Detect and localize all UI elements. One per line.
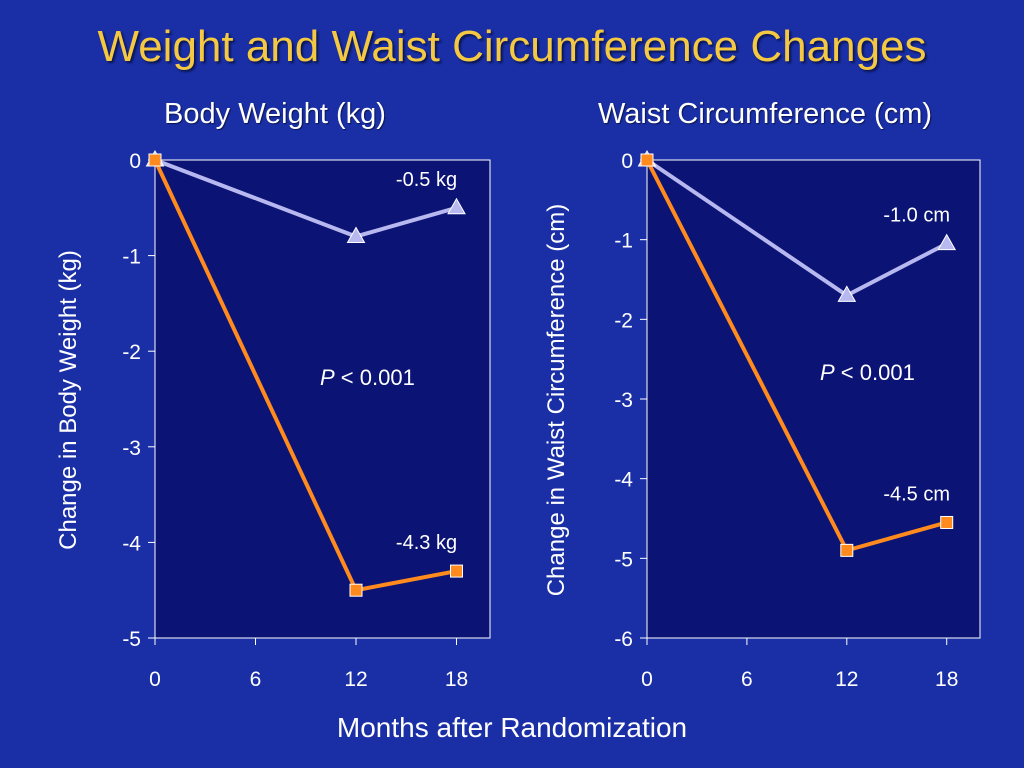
x-tick-label: 0 (149, 668, 161, 691)
data-point-square (940, 515, 954, 529)
y-tick-label: -6 (614, 628, 633, 651)
y-tick-label: -2 (122, 341, 141, 364)
p-value-label: P < 0.001 (820, 360, 915, 385)
y-tick-label: -3 (614, 389, 633, 412)
y-tick-label: 0 (621, 150, 633, 173)
y-tick-label: -1 (614, 230, 633, 253)
data-label: -1.0 cm (883, 205, 950, 227)
data-point-triangle (837, 285, 857, 302)
data-point-square (640, 153, 654, 167)
y-tick-label: 0 (129, 150, 141, 173)
data-point-triangle (937, 233, 957, 251)
y-tick-label: -3 (122, 437, 141, 460)
data-point-square (349, 583, 363, 597)
chart-title-weight: Body Weight (kg) (164, 98, 386, 130)
x-tick-label: 12 (344, 668, 367, 691)
data-point-triangle (447, 197, 466, 215)
x-axis-shared-label: Months after Randomization (336, 712, 688, 743)
data-point-square (450, 564, 463, 578)
x-tick-label: 6 (741, 668, 753, 691)
chart-title-waist: Waist Circumference (cm) (597, 98, 933, 130)
y-tick-label: -1 (122, 246, 141, 269)
x-tick-label: 18 (935, 668, 958, 691)
y-tick-label: -5 (122, 628, 141, 651)
y-tick-label: -5 (614, 548, 633, 571)
plot-area-waist (646, 159, 981, 639)
y-axis-label-weight: Change in Body Weight (kg) (55, 250, 82, 550)
x-tick-label: 12 (835, 668, 858, 691)
y-tick-label: -4 (614, 469, 633, 492)
data-label: -0.5 kg (396, 169, 457, 191)
y-tick-label: -2 (614, 309, 633, 332)
x-tick-label: 6 (250, 668, 262, 691)
x-tick-label: 18 (445, 668, 468, 691)
data-label: -4.3 kg (396, 532, 457, 554)
y-tick-label: -4 (122, 532, 141, 555)
data-point-square (840, 543, 854, 557)
data-label: -4.5 cm (883, 483, 950, 505)
slide-title: Weight and Waist Circumference Changes (97, 22, 927, 71)
plot-area-weight (154, 159, 491, 639)
y-axis-label-waist: Change in Waist Circumference (cm) (543, 204, 570, 597)
data-point-triangle (346, 226, 366, 243)
p-value-label: P < 0.001 (320, 365, 415, 390)
data-point-square (148, 153, 162, 167)
x-tick-label: 0 (641, 668, 653, 691)
